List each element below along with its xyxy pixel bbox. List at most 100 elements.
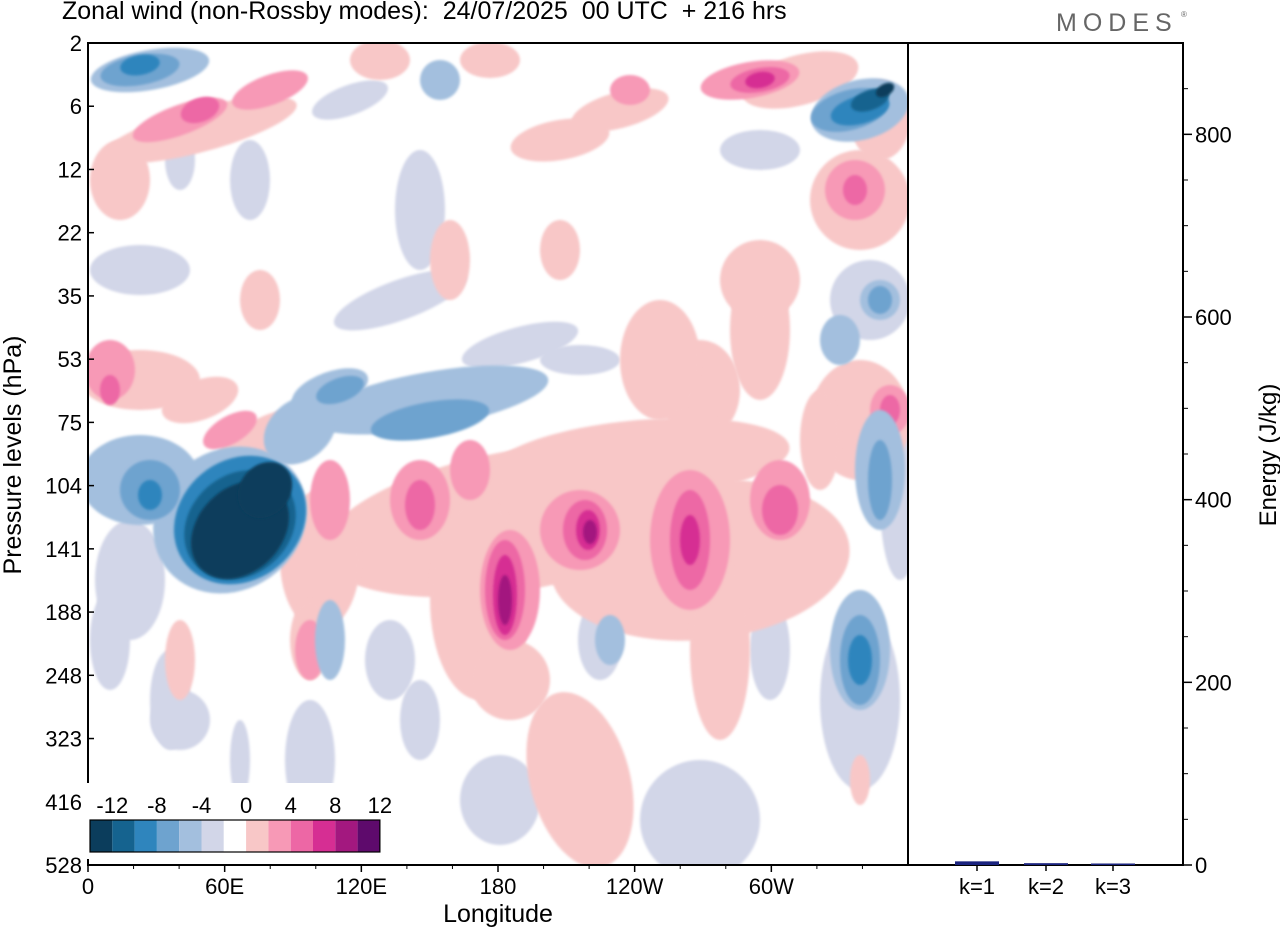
- energy-bar-k=2: [1024, 863, 1068, 865]
- colorbar-frame: [89, 819, 381, 853]
- y-tick-label: 248: [45, 663, 82, 688]
- contour-blob: [370, 399, 490, 441]
- contour-blob: [232, 70, 308, 110]
- colorbar-swatch: [90, 820, 113, 852]
- contour-blob: [240, 270, 280, 330]
- y-tick-label: 104: [45, 474, 82, 499]
- contour-blob: [312, 80, 388, 120]
- colorbar-label: -4: [192, 793, 212, 818]
- contour-blob: [850, 755, 870, 805]
- x-tick-label: 60W: [749, 874, 794, 899]
- contour-blob: [450, 440, 490, 500]
- contour-blob: [315, 600, 345, 680]
- contour-blob: [405, 480, 435, 530]
- brand-registered-mark: ®: [1181, 10, 1187, 19]
- contour-blob: [868, 440, 892, 520]
- colorbar-swatch: [156, 820, 180, 852]
- colorbar-swatch: [357, 820, 380, 852]
- energy-bar-label: k=1: [959, 874, 995, 899]
- colorbar-swatch: [223, 820, 247, 852]
- energy-tick-label: 800: [1195, 122, 1232, 147]
- contour-blob: [868, 286, 892, 314]
- contour-blob: [88, 340, 135, 400]
- energy-tick-label: 400: [1195, 488, 1232, 513]
- contour-blob: [461, 321, 579, 369]
- y-axis-title: Pressure levels (hPa): [0, 336, 27, 575]
- energy-bar-k=3: [1091, 863, 1135, 865]
- x-tick-label: 120W: [606, 874, 664, 899]
- y-tick-label: 35: [58, 284, 82, 309]
- energy-tick-label: 600: [1195, 305, 1232, 330]
- colorbar-label: 8: [329, 793, 341, 818]
- contour-blob: [762, 485, 798, 535]
- contour-blob: [237, 461, 293, 519]
- colorbar-swatch: [179, 820, 202, 852]
- contour-blob: [470, 640, 550, 720]
- contour-blob: [540, 220, 580, 280]
- contour-blob: [138, 480, 162, 510]
- colorbar-label: 4: [285, 793, 297, 818]
- contour-blob: [595, 615, 625, 665]
- energy-tick-label: 0: [1195, 853, 1207, 878]
- colorbar-legend: -12 -8 -4 0 4 8 12: [86, 783, 392, 859]
- colorbar-label: 12: [368, 793, 392, 818]
- contour-blob: [460, 755, 540, 845]
- contour-blob: [100, 375, 120, 405]
- contour-blob: [498, 575, 512, 625]
- contour-blob: [161, 376, 239, 424]
- contour-blob: [150, 690, 210, 750]
- contour-blob: [620, 300, 700, 420]
- contour-blob: [395, 150, 445, 270]
- contour-blob: [350, 43, 410, 80]
- contour-blob: [745, 71, 775, 89]
- contour-blob: [680, 515, 700, 565]
- contour-blob: [720, 130, 800, 170]
- contour-blob: [526, 692, 634, 865]
- y-tick-label: 53: [58, 347, 82, 372]
- energy-tick-label: 200: [1195, 670, 1232, 695]
- contour-blob: [430, 220, 470, 300]
- y-tick-label: 2: [70, 31, 82, 56]
- colorbar-swatch: [112, 820, 135, 852]
- colorbar-label: -12: [96, 793, 128, 818]
- x-tick-label: 120E: [336, 874, 387, 899]
- contour-blob: [640, 760, 760, 865]
- contour-blob: [460, 43, 520, 78]
- contour-blob: [165, 620, 195, 700]
- contour-blob: [90, 590, 130, 690]
- colorbar-swatch: [335, 820, 358, 852]
- energy-bar-label: k=3: [1095, 874, 1131, 899]
- y-tick-label: 416: [45, 790, 82, 815]
- contour-blob: [540, 345, 620, 375]
- contour-blob: [311, 365, 549, 435]
- contour-blob: [610, 75, 650, 105]
- y-tick-label: 528: [45, 853, 82, 878]
- contour-blob: [230, 140, 270, 220]
- contour-blob: [120, 54, 160, 76]
- colorbar-label: -8: [147, 793, 167, 818]
- x-tick-label: 180: [480, 874, 517, 899]
- contour-blob: [420, 60, 460, 100]
- x-tick-label: 60E: [205, 874, 244, 899]
- colorbar-swatch: [134, 820, 157, 852]
- contour-blob: [103, 96, 297, 164]
- contour-blob: [230, 720, 250, 800]
- contour-blob: [875, 82, 895, 98]
- contour-blob: [316, 375, 364, 405]
- contour-blob: [400, 680, 440, 760]
- y-tick-label: 12: [58, 157, 82, 182]
- contour-blob: [263, 395, 337, 465]
- contour-blob: [583, 520, 597, 544]
- x-axis-title: Longitude: [443, 900, 553, 928]
- contour-blob: [843, 175, 867, 205]
- contour-blob: [90, 245, 190, 295]
- colorbar-swatch: [268, 820, 291, 852]
- brand-logo: MODES: [1056, 9, 1178, 37]
- colorbar-label: 0: [240, 793, 252, 818]
- contour-field: [88, 43, 908, 865]
- colorbar-swatch: [246, 820, 269, 852]
- colorbar-swatch: [290, 820, 313, 852]
- y-tick-label: 141: [45, 537, 82, 562]
- contour-blob: [690, 560, 750, 740]
